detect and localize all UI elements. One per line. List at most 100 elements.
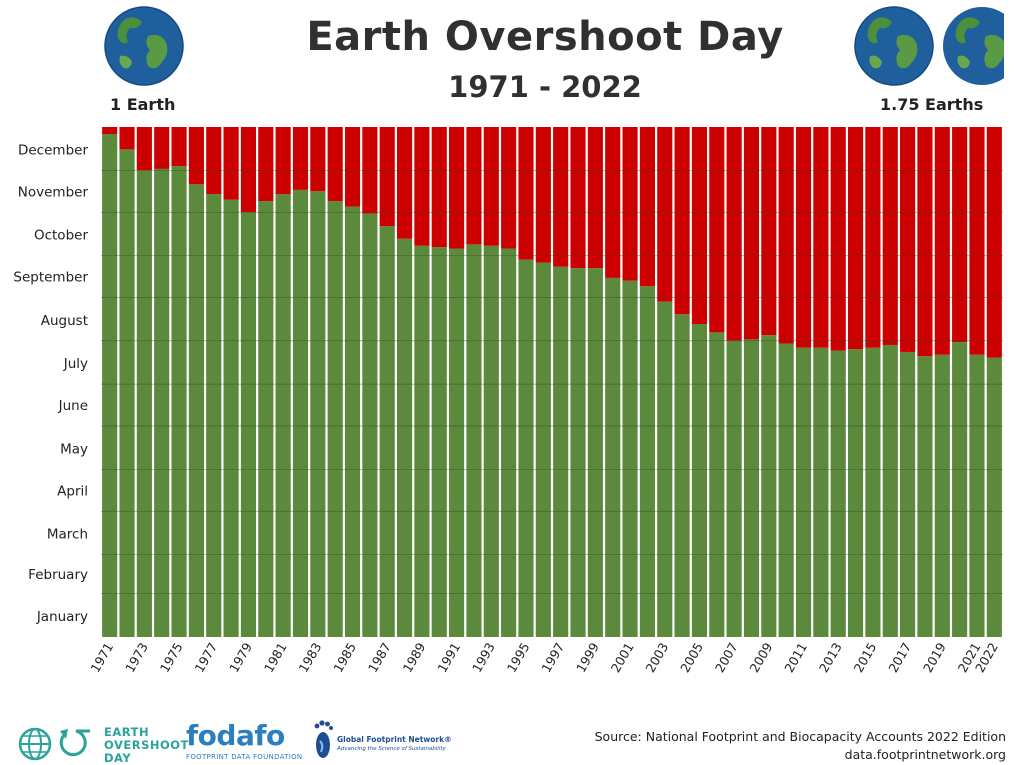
bar-red-2011 xyxy=(795,127,812,348)
bar-red-1991 xyxy=(449,127,465,249)
bar-series xyxy=(101,127,1003,638)
bar-green-1984 xyxy=(327,201,343,638)
x-tick-label: 1987 xyxy=(365,640,394,675)
bar-green-2014 xyxy=(847,349,864,637)
bar-red-1974 xyxy=(154,127,170,169)
gfn-logo-name: Global Footprint Network® xyxy=(337,735,452,744)
bar-red-1976 xyxy=(188,127,204,185)
source-text: Source: National Footprint and Biocapaci… xyxy=(594,729,1006,744)
x-tick-label: 1975 xyxy=(157,640,186,675)
x-tick-label: 1997 xyxy=(538,640,567,675)
bar-red-1998 xyxy=(570,127,586,269)
x-tick-label: 2001 xyxy=(608,640,637,675)
bar-red-2000 xyxy=(605,127,621,278)
bar-red-2003 xyxy=(657,127,673,302)
bar-green-2007 xyxy=(726,340,742,637)
bar-red-1983 xyxy=(310,127,326,192)
bar-red-2019 xyxy=(934,127,950,355)
y-tick-label: May xyxy=(60,441,88,457)
bar-green-1989 xyxy=(414,245,430,637)
bar-green-1991 xyxy=(449,248,465,637)
footprint-icon xyxy=(314,720,333,758)
bar-green-2000 xyxy=(605,277,621,637)
bar-red-2005 xyxy=(691,127,708,325)
bar-red-2012 xyxy=(813,127,829,348)
bar-red-1981 xyxy=(275,127,291,195)
bar-red-1979 xyxy=(240,127,257,213)
eod-logo-line1: EARTH xyxy=(104,725,150,739)
y-tick-label: April xyxy=(57,483,88,499)
partial-earth-globe-icon xyxy=(943,7,1004,85)
left-earth-label: 1 Earth xyxy=(110,95,176,114)
bar-green-1994 xyxy=(501,248,517,637)
bar-green-2016 xyxy=(882,344,898,637)
bar-red-1992 xyxy=(466,127,482,245)
y-tick-label: August xyxy=(41,313,88,329)
y-axis: January February March April May June July Augu… xyxy=(13,142,88,625)
bar-red-1972 xyxy=(119,127,135,150)
bar-red-2022 xyxy=(986,127,1002,358)
y-tick-label: December xyxy=(18,142,88,158)
bar-red-1971 xyxy=(102,127,118,134)
bar-green-1990 xyxy=(431,247,447,637)
bar-green-2019 xyxy=(934,354,950,637)
x-tick-label: 1985 xyxy=(330,640,359,675)
bar-red-2020 xyxy=(952,127,968,343)
y-tick-label: February xyxy=(28,567,88,583)
bar-green-1982 xyxy=(292,189,309,637)
bar-red-1978 xyxy=(223,127,239,200)
bar-red-2013 xyxy=(830,127,846,351)
bar-green-1981 xyxy=(275,194,291,637)
bar-red-2006 xyxy=(709,127,725,333)
bar-red-2017 xyxy=(900,127,916,352)
y-tick-label: March xyxy=(47,527,88,543)
bar-green-1997 xyxy=(553,266,569,637)
chart-title: Earth Overshoot Day xyxy=(306,14,784,60)
bar-green-1998 xyxy=(570,268,586,637)
bar-green-1977 xyxy=(206,194,222,637)
bar-green-2013 xyxy=(830,350,846,637)
overshoot-bar-chart: January February March April May June July Augu… xyxy=(13,127,1003,675)
bar-green-2008 xyxy=(743,339,760,637)
chart-subtitle: 1971 - 2022 xyxy=(448,70,642,104)
bar-red-2016 xyxy=(882,127,898,345)
chart-header: 1 Earth Earth Overshoot Day 1971 - 2022 … xyxy=(0,0,1024,120)
bar-green-1980 xyxy=(258,201,274,638)
bar-green-1988 xyxy=(396,238,413,637)
globe-outline-icon xyxy=(18,727,52,761)
bar-green-2004 xyxy=(674,314,690,637)
bar-green-2009 xyxy=(761,335,777,637)
fodafo-logo: fodafo xyxy=(186,719,285,752)
bar-red-1993 xyxy=(483,127,499,246)
bar-red-1990 xyxy=(431,127,447,248)
bar-green-1973 xyxy=(136,170,152,637)
bar-red-1977 xyxy=(206,127,222,195)
bar-red-2002 xyxy=(639,127,655,287)
bar-green-1975 xyxy=(171,166,187,637)
source-url: data.footprintnetwork.org xyxy=(844,747,1006,762)
bar-green-1972 xyxy=(119,149,135,638)
bar-green-1996 xyxy=(535,262,551,637)
bar-green-1985 xyxy=(344,206,361,637)
bar-green-2017 xyxy=(900,351,916,637)
bar-green-1979 xyxy=(240,212,257,637)
bar-green-2020 xyxy=(952,342,968,637)
bar-green-1983 xyxy=(310,191,326,637)
bar-green-1971 xyxy=(102,133,118,638)
bar-green-2012 xyxy=(813,347,829,637)
bar-red-1984 xyxy=(327,127,343,202)
bar-red-1989 xyxy=(414,127,430,246)
x-tick-label: 1989 xyxy=(400,640,429,675)
bar-red-2010 xyxy=(778,127,794,344)
x-tick-label: 1983 xyxy=(296,640,325,675)
bar-green-1976 xyxy=(188,184,204,637)
bar-green-1978 xyxy=(223,199,239,637)
y-tick-label: October xyxy=(34,228,88,244)
x-tick-label: 2007 xyxy=(712,640,741,675)
y-tick-label: July xyxy=(63,356,88,372)
y-tick-label: June xyxy=(58,398,88,414)
x-tick-label: 2013 xyxy=(816,640,845,675)
bar-red-2009 xyxy=(761,127,777,336)
x-tick-label: 1993 xyxy=(469,640,498,675)
bar-green-2022 xyxy=(986,357,1002,637)
